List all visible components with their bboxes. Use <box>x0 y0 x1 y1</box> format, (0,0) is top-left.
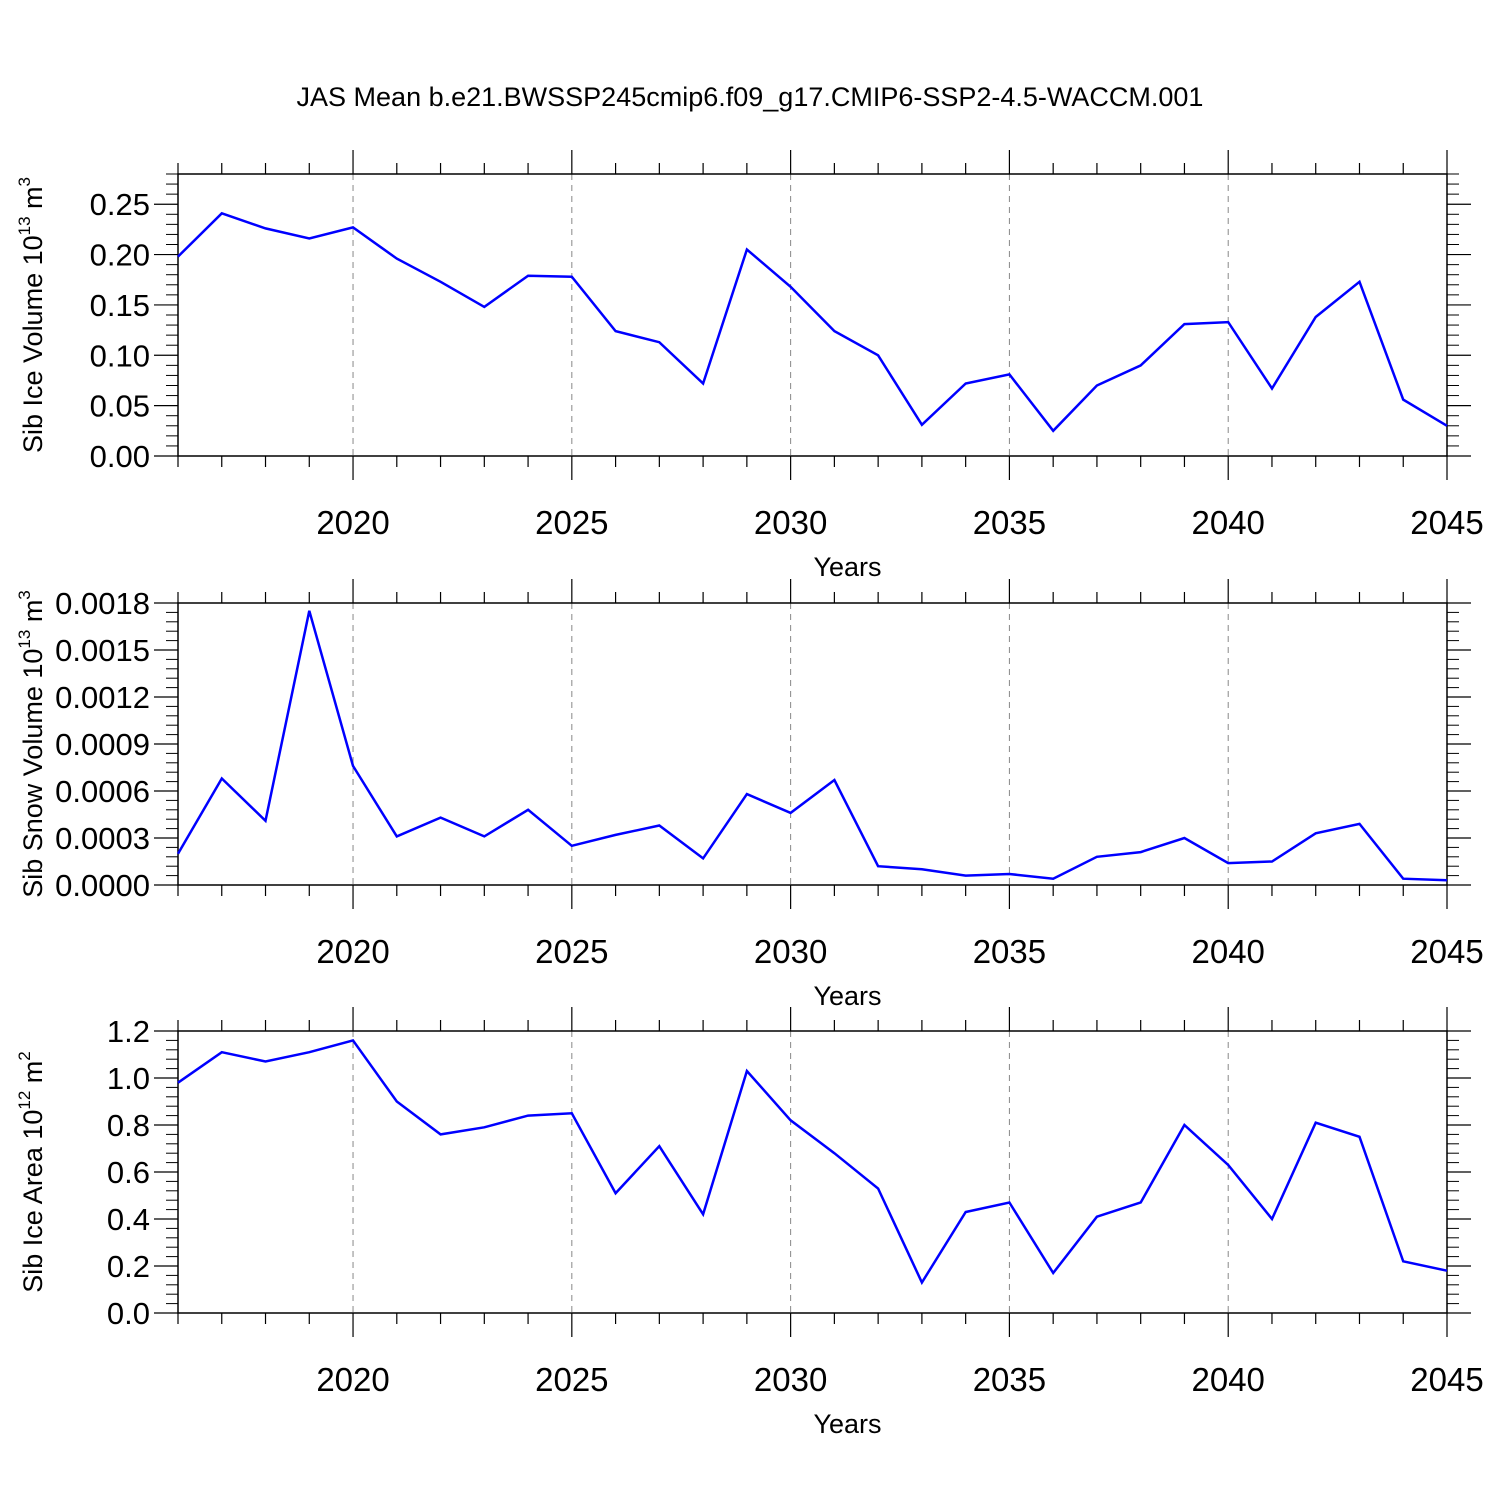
y-tick-label: 0.10 <box>90 338 150 373</box>
x-tick-label: 2020 <box>316 933 389 970</box>
y-tick-label: 0.8 <box>107 1108 150 1143</box>
x-tick-label: 2025 <box>535 1361 608 1398</box>
series-line <box>178 213 1447 430</box>
y-tick-label: 0.0000 <box>55 868 150 903</box>
y-axis-label-unit-exponent: 3 <box>15 590 34 599</box>
x-tick-label: 2030 <box>754 933 827 970</box>
plot-frame <box>178 174 1447 456</box>
x-tick-label: 2030 <box>754 1361 827 1398</box>
y-axis-label-exponent: 13 <box>15 216 34 235</box>
panel-3: 0.0 0.2 0.4 0.6 0.8 1.0 1.2 2020 2025 2030 2035 204… <box>15 1007 1484 1439</box>
y-tick-label: 0.15 <box>90 288 150 323</box>
y-tick-label: 0.05 <box>90 389 150 424</box>
x-tick-label: 2025 <box>535 933 608 970</box>
plot-frame <box>178 603 1447 885</box>
x-tick-label: 2030 <box>754 504 827 541</box>
x-tick-label: 2035 <box>973 1361 1046 1398</box>
y-axis-label: Sib Ice Volume 1013 m3 <box>15 177 48 453</box>
y-axis-label-text: Sib Ice Area 10 <box>18 1110 48 1293</box>
y-tick-label: 0.2 <box>107 1249 150 1284</box>
y-tick-label: 0.0018 <box>55 586 150 621</box>
panel-1: 0.00 0.05 0.10 0.15 0.20 0.25 2020 2025 2030 2035… <box>15 150 1484 582</box>
y-tick-label: 0.0009 <box>55 727 150 762</box>
x-tick-label: 2040 <box>1191 933 1264 970</box>
x-axis-label: Years <box>813 1409 881 1439</box>
figure-title: JAS Mean b.e21.BWSSP245cmip6.f09_g17.CMI… <box>0 82 1500 113</box>
x-tick-label: 2020 <box>316 1361 389 1398</box>
series-line <box>178 611 1447 881</box>
y-tick-label: 1.2 <box>107 1014 150 1049</box>
y-tick-label: 0.25 <box>90 187 150 222</box>
x-tick-label: 2040 <box>1191 504 1264 541</box>
y-axis-label-exponent: 12 <box>15 1091 34 1110</box>
series-line <box>178 1040 1447 1282</box>
y-tick-label: 0.00 <box>90 439 150 474</box>
y-axis-label: Sib Snow Volume 1013 m3 <box>15 590 48 898</box>
y-tick-label: 0.6 <box>107 1155 150 1190</box>
panel-2: 0.0000 0.0003 0.0006 0.0009 0.0012 0.0015 0.00… <box>15 579 1484 1011</box>
y-axis-label-unit-exponent: 3 <box>15 177 34 186</box>
plot-frame <box>178 1031 1447 1313</box>
y-axis-label-text: Sib Ice Volume 10 <box>18 235 48 453</box>
y-axis-label-exponent: 13 <box>15 630 34 649</box>
x-axis-label: Years <box>813 981 881 1011</box>
x-tick-label: 2040 <box>1191 1361 1264 1398</box>
y-tick-label: 0.0012 <box>55 680 150 715</box>
y-axis-label-unit: m <box>18 1061 48 1091</box>
x-tick-label: 2045 <box>1410 933 1483 970</box>
y-axis-label-unit: m <box>18 600 48 630</box>
y-axis-label-unit-exponent: 2 <box>15 1051 34 1060</box>
y-tick-label: 0.0015 <box>55 633 150 668</box>
y-axis-label-text: Sib Snow Volume 10 <box>18 649 48 898</box>
y-tick-label: 0.0003 <box>55 821 150 856</box>
x-tick-label: 2020 <box>316 504 389 541</box>
y-axis-label: Sib Ice Area 1012 m2 <box>15 1051 48 1293</box>
y-axis-label-unit: m <box>18 186 48 216</box>
x-tick-label: 2045 <box>1410 1361 1483 1398</box>
y-tick-label: 0.20 <box>90 238 150 273</box>
y-tick-label: 1.0 <box>107 1061 150 1096</box>
x-tick-label: 2025 <box>535 504 608 541</box>
x-tick-label: 2035 <box>973 504 1046 541</box>
x-tick-label: 2045 <box>1410 504 1483 541</box>
x-tick-label: 2035 <box>973 933 1046 970</box>
y-tick-label: 0.4 <box>107 1202 150 1237</box>
x-axis-label: Years <box>813 552 881 582</box>
y-tick-label: 0.0 <box>107 1296 150 1331</box>
y-tick-label: 0.0006 <box>55 774 150 809</box>
